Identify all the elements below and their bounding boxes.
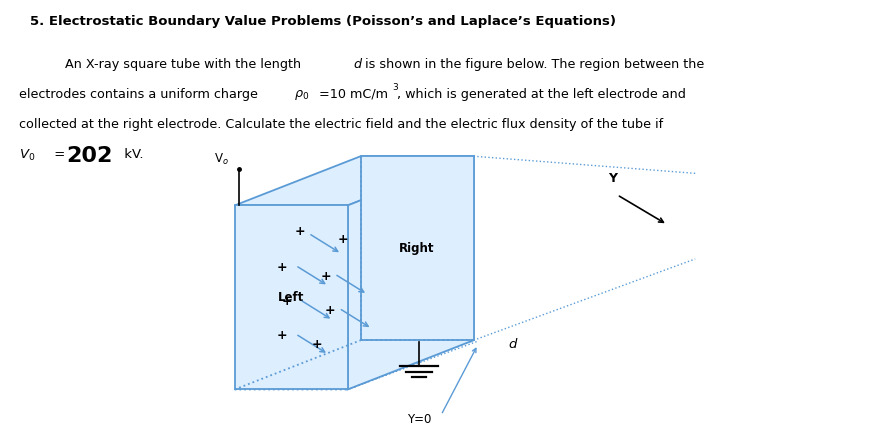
Text: =10 mC/m: =10 mC/m [315, 88, 388, 101]
Text: +: + [325, 304, 335, 317]
Text: Y=0: Y=0 [407, 413, 432, 426]
Text: 202: 202 [66, 146, 112, 166]
Polygon shape [361, 156, 474, 340]
Text: $V_0$: $V_0$ [19, 148, 36, 163]
Text: , which is generated at the left electrode and: , which is generated at the left electro… [397, 88, 686, 101]
Polygon shape [348, 156, 474, 389]
Text: Left: Left [278, 291, 304, 304]
Text: 3: 3 [392, 83, 398, 92]
Text: d: d [354, 58, 362, 71]
Text: Right: Right [400, 242, 434, 255]
Text: +: + [295, 225, 305, 238]
Text: collected at the right electrode. Calculate the electric field and the electric : collected at the right electrode. Calcul… [19, 118, 663, 131]
Polygon shape [235, 205, 348, 389]
Text: +: + [321, 270, 331, 282]
Text: +: + [282, 295, 292, 308]
Text: Y: Y [608, 172, 617, 185]
Text: kV.: kV. [120, 148, 143, 160]
Text: is shown in the figure below. The region between the: is shown in the figure below. The region… [361, 58, 704, 71]
Text: +: + [277, 261, 288, 274]
Text: +: + [312, 338, 322, 351]
Text: =: = [50, 148, 66, 160]
Text: d: d [508, 338, 517, 351]
Polygon shape [235, 340, 474, 389]
Text: $\rho_0$: $\rho_0$ [294, 88, 309, 102]
Text: +: + [338, 233, 348, 246]
Text: +: + [277, 330, 288, 342]
Text: 5. Electrostatic Boundary Value Problems (Poisson’s and Laplace’s Equations): 5. Electrostatic Boundary Value Problems… [30, 15, 616, 28]
Text: V$_o$: V$_o$ [214, 152, 229, 167]
Text: electrodes contains a uniform charge: electrodes contains a uniform charge [19, 88, 262, 101]
Polygon shape [235, 156, 474, 205]
Text: An X-ray square tube with the length: An X-ray square tube with the length [65, 58, 305, 71]
